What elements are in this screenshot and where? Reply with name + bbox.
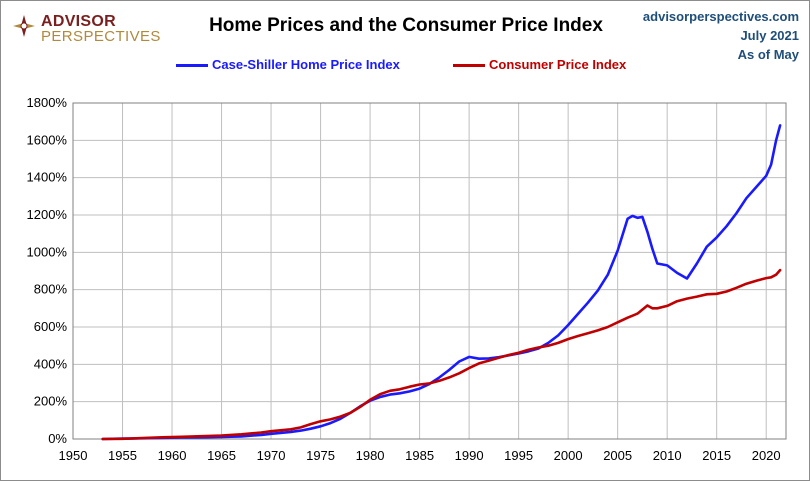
x-tick-label: 1990	[455, 448, 484, 463]
chart-title: Home Prices and the Consumer Price Index	[209, 15, 603, 36]
x-tick-label: 1960	[158, 448, 187, 463]
y-tick-label: 600%	[34, 319, 68, 334]
x-tick-label: 1970	[257, 448, 286, 463]
home-price-series-line	[101, 124, 782, 441]
legend-label-home-price: Case-Shiller Home Price Index	[212, 57, 400, 72]
legend-item-cpi: Consumer Price Index	[453, 57, 626, 72]
chart-legend: Case-Shiller Home Price Index Consumer P…	[1, 57, 810, 75]
y-tick-label: 1000%	[27, 244, 68, 259]
x-tick-label: 1950	[59, 448, 88, 463]
y-tick-label: 0%	[48, 431, 67, 446]
y-tick-label: 200%	[34, 394, 68, 409]
x-tick-label: 2020	[752, 448, 781, 463]
y-tick-label: 1800%	[27, 95, 68, 110]
source-block: advisorperspectives.com July 2021 As of …	[643, 7, 799, 64]
cpi-series-line	[101, 268, 782, 441]
x-tick-label: 1995	[504, 448, 533, 463]
x-tick-label: 2005	[603, 448, 632, 463]
y-tick-label: 1600%	[27, 132, 68, 147]
source-date: July 2021	[740, 28, 799, 43]
y-tick-label: 1200%	[27, 207, 68, 222]
legend-swatch-home-price	[176, 64, 208, 68]
y-tick-label: 400%	[34, 356, 68, 371]
x-tick-label: 2010	[653, 448, 682, 463]
logo-text-advisor: ADVISOR	[41, 13, 116, 30]
x-tick-label: 1980	[356, 448, 385, 463]
compass-icon	[13, 15, 35, 37]
legend-swatch-cpi	[453, 64, 485, 68]
x-tick-label: 2000	[554, 448, 583, 463]
x-tick-label: 1975	[306, 448, 335, 463]
source-site: advisorperspectives.com	[642, 9, 799, 24]
x-tick-label: 1965	[207, 448, 236, 463]
y-tick-label: 1400%	[27, 170, 68, 185]
advisor-perspectives-logo: ADVISOR PERSPECTIVES	[11, 13, 181, 47]
legend-item-home-price: Case-Shiller Home Price Index	[176, 57, 400, 72]
plot-area-frame	[72, 102, 787, 440]
legend-label-cpi: Consumer Price Index	[489, 57, 627, 72]
logo-text-perspectives: PERSPECTIVES	[41, 28, 161, 45]
source-asof: As of May	[737, 47, 799, 62]
y-tick-label: 800%	[34, 282, 68, 297]
x-tick-label: 1955	[108, 448, 137, 463]
x-tick-label: 2015	[702, 448, 731, 463]
x-tick-label: 1985	[405, 448, 434, 463]
